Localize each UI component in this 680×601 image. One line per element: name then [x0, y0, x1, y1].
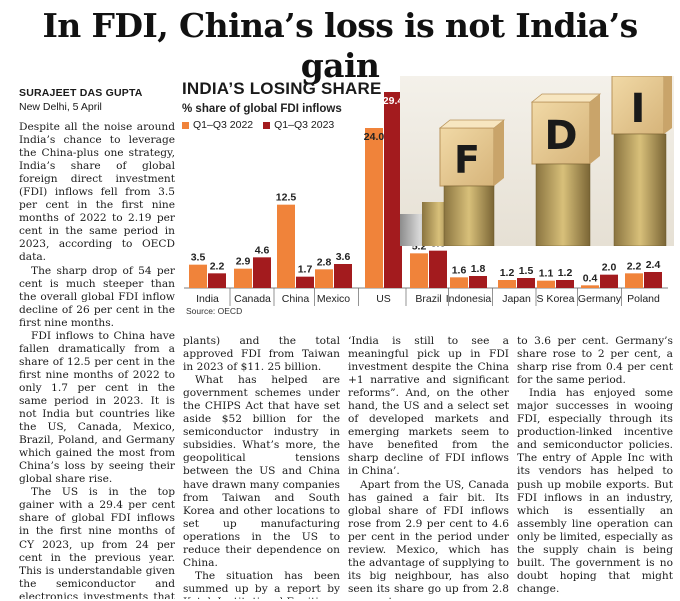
- coin-stack-f: [443, 185, 495, 247]
- category-label: Germany: [578, 293, 622, 305]
- paragraph: What has helped are government schemes u…: [183, 374, 340, 569]
- bar-india-2022: [189, 264, 207, 288]
- bar-japan-2022: [498, 280, 516, 288]
- block-f-letter: F: [454, 138, 480, 182]
- value-label: 29.4: [383, 95, 404, 107]
- bar-brazil-2022: [410, 253, 428, 288]
- value-label: 1.5: [519, 265, 534, 277]
- value-label: 24.0: [364, 131, 385, 143]
- category-label: Brazil: [415, 293, 441, 305]
- fdi-share-chart: 3.5 2.2 India 2.9 4.6 Canada 12.5 1.7 China 2.8 3.…: [178, 76, 674, 328]
- paragraph: FDI inflows to China have fallen dramati…: [19, 329, 175, 486]
- bar-germany-2022: [581, 285, 599, 288]
- bar-china-2022: [277, 204, 295, 288]
- value-label: 1.6: [452, 264, 467, 276]
- value-label: 1.1: [539, 268, 554, 280]
- block-i-letter: I: [631, 86, 646, 132]
- dateline: New Delhi, 5 April: [19, 101, 102, 113]
- legend-swatch-2023: [263, 121, 271, 129]
- paragraph: to 3.6 per cent. Germany’s share rose to…: [517, 335, 673, 387]
- paragraph: The situation has been summed up by a re…: [183, 569, 340, 599]
- bar-mexico-2022: [315, 269, 333, 288]
- paragraph: ‘India is still to see a meaningful pick…: [348, 335, 509, 478]
- paragraph: plants) and the total approved FDI from …: [183, 335, 340, 374]
- legend-item-2023: Q1–Q3 2023: [263, 119, 334, 131]
- block-d-letter: D: [544, 113, 577, 159]
- bar-poland-2023: [644, 272, 662, 288]
- coin-stack-i: [613, 133, 667, 247]
- bar-us-2023: [384, 92, 402, 288]
- article-column-1: Despite all the noise around India’s cha…: [19, 121, 175, 599]
- bar-japan-2023: [517, 278, 535, 288]
- bar-s-korea-2022: [537, 280, 555, 288]
- value-label: 1.8: [471, 263, 486, 275]
- paragraph: Apart from the US, Canada has gained a f…: [348, 478, 509, 599]
- article-column-4: to 3.6 per cent. Germany’s share rose to…: [517, 335, 673, 599]
- value-label: 2.8: [317, 256, 332, 268]
- byline: SURAJEET DAS GUPTA New Delhi, 5 April: [19, 87, 143, 114]
- value-label: 1.2: [500, 267, 515, 279]
- value-label: 1.2: [558, 267, 573, 279]
- bar-canada-2022: [234, 268, 252, 288]
- chart-canvas: 3.5 2.2 India 2.9 4.6 Canada 12.5 1.7 China 2.8 3.…: [184, 92, 668, 306]
- category-label: Japan: [502, 293, 531, 305]
- category-label: Poland: [627, 293, 660, 305]
- bar-canada-2023: [253, 257, 271, 288]
- paragraph: The sharp drop of 54 per cent is much st…: [19, 264, 175, 329]
- bar-china-2023: [296, 276, 314, 288]
- category-label: US: [376, 293, 391, 305]
- bar-poland-2022: [625, 273, 643, 288]
- category-label: Mexico: [317, 293, 350, 305]
- article-column-2: plants) and the total approved FDI from …: [183, 335, 340, 599]
- value-label: 3.6: [336, 251, 351, 263]
- paragraph: The US is in the top gainer with a 29.4 …: [19, 486, 175, 599]
- photo-illustration: F D I: [400, 75, 674, 247]
- bar-indonesia-2022: [450, 277, 468, 288]
- value-label: 2.2: [210, 260, 225, 272]
- bar-indonesia-2023: [469, 276, 487, 288]
- category-label: China: [282, 293, 310, 305]
- value-label: 2.9: [236, 256, 251, 268]
- article-column-3: ‘India is still to see a meaningful pick…: [348, 335, 509, 599]
- value-label: 0.4: [583, 272, 598, 284]
- headline: In FDI, China’s loss is not India’s gain: [42, 6, 638, 85]
- chart-subtitle: % share of global FDI inflows: [182, 103, 342, 115]
- value-label: 2.0: [602, 262, 617, 274]
- fdi-blocks-photo: F D I: [400, 75, 674, 247]
- category-label: Indonesia: [446, 293, 492, 305]
- value-label: 2.4: [646, 259, 661, 271]
- value-label: 2.2: [627, 260, 642, 272]
- bar-mexico-2023: [334, 264, 352, 288]
- block-f: F: [438, 119, 506, 187]
- paragraph: Despite all the noise around India’s cha…: [19, 121, 175, 264]
- paragraph: India has enjoyed some major successes i…: [517, 387, 673, 595]
- author: SURAJEET DAS GUPTA: [19, 87, 143, 99]
- bar-s-korea-2023: [556, 280, 574, 288]
- legend-label-2023: Q1–Q3 2023: [274, 119, 335, 131]
- category-label: India: [196, 293, 219, 305]
- bar-brazil-2023: [429, 250, 447, 288]
- legend-swatch-2022: [182, 121, 189, 129]
- value-label: 1.7: [298, 264, 313, 276]
- coin-stack-d: [535, 163, 591, 247]
- value-label: 3.5: [191, 252, 206, 264]
- chart-source: Source: OECD: [186, 306, 243, 316]
- chart-legend: Q1–Q3 2022 Q1–Q3 2023: [182, 119, 334, 131]
- legend-item-2022: Q1–Q3 2022: [182, 119, 253, 131]
- category-label: S Korea: [537, 293, 575, 305]
- block-i: I: [611, 75, 672, 135]
- category-label: Canada: [234, 293, 271, 305]
- bar-germany-2023: [600, 274, 618, 288]
- legend-label-2022: Q1–Q3 2022: [193, 119, 254, 131]
- block-d: D: [530, 93, 602, 165]
- value-label: 12.5: [276, 192, 297, 204]
- value-label: 4.6: [255, 244, 270, 256]
- bar-us-2022: [365, 128, 383, 288]
- chart-title: INDIA’S LOSING SHARE: [182, 79, 382, 98]
- bar-india-2023: [208, 273, 226, 288]
